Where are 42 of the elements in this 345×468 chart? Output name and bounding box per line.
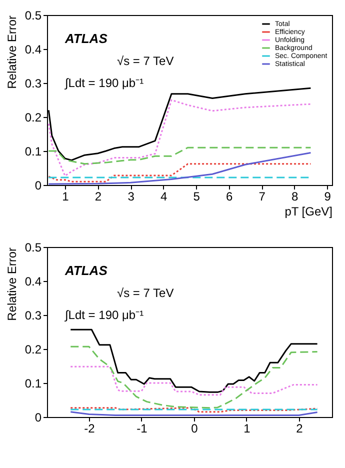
y-axis-title: Relative Error [4,16,19,89]
y-tick-label: 0.1 [24,376,42,390]
y-tick-label: 0 [34,410,42,424]
x-tick-label: 5 [193,190,200,204]
line-series [48,99,312,177]
y-tick-label: 0.2 [24,110,42,124]
y-tick-label: 0.1 [24,144,42,158]
annotation: ∫Ldt = 190 μb⁻¹ [64,308,144,322]
x-axis-title: pT [GeV] [284,204,332,218]
x-tick-label: 0 [191,422,198,436]
y-tick-label: 0.3 [24,76,42,90]
x-tick-label: -1 [136,422,148,436]
x-tick-label: 6 [226,190,233,204]
annotation: √s = 7 TeV [117,54,174,68]
y-tick-label: 0 [34,178,42,192]
annotation: √s = 7 TeV [117,286,174,300]
line-series [48,146,312,165]
x-tick-label: 8 [291,190,298,204]
x-tick-label: 3 [128,190,135,204]
annotation: ∫Ldt = 190 μb⁻¹ [64,76,144,90]
x-tick-label: 2 [296,422,304,436]
y-axis-title: Relative Error [4,248,19,321]
annotation: ATLAS [64,31,108,46]
x-tick-label: 2 [94,190,102,204]
line-series [70,366,318,396]
x-tick-label: 9 [324,190,332,204]
x-tick-label: 7 [258,190,266,204]
y-tick-label: 0.3 [24,308,42,322]
annotation: ATLAS [64,263,108,278]
x-tick-label: 1 [244,422,251,436]
x-tick-label: -2 [84,422,96,436]
line-series [70,328,318,393]
y-tick-label: 0.5 [24,8,42,22]
line-series [70,346,318,409]
y-tick-label: 0.4 [24,274,42,288]
line-series [48,152,312,185]
line-series [48,163,312,182]
y-tick-label: 0.4 [24,42,42,56]
x-tick-label: 4 [160,190,168,204]
y-tick-label: 0.2 [24,342,42,356]
x-tick-label: 1 [62,190,70,204]
y-tick-label: 0.5 [24,240,42,254]
